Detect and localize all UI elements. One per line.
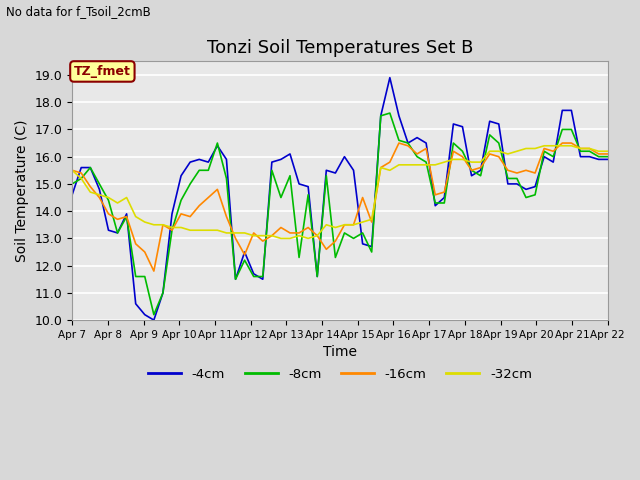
-16cm [150,268,157,274]
-32cm [540,143,548,149]
-8cm [259,274,267,279]
-4cm [422,140,430,146]
-8cm [422,159,430,165]
-32cm [277,236,285,241]
-32cm [604,148,612,154]
Line: -8cm: -8cm [72,113,608,315]
-16cm [232,236,239,241]
-4cm [259,276,267,282]
-16cm [68,168,76,173]
-32cm [241,230,248,236]
-32cm [413,162,421,168]
-16cm [604,151,612,157]
-32cm [223,230,230,236]
-8cm [232,276,239,282]
-32cm [159,222,167,228]
-32cm [68,168,76,173]
-16cm [250,230,257,236]
-4cm [68,192,76,198]
Line: -32cm: -32cm [72,146,608,239]
Line: -4cm: -4cm [72,78,608,320]
Text: TZ_fmet: TZ_fmet [74,65,131,78]
-4cm [250,271,257,276]
-8cm [250,274,257,279]
-8cm [604,154,612,159]
Y-axis label: Soil Temperature (C): Soil Temperature (C) [15,120,29,262]
-16cm [422,145,430,151]
Legend: -4cm, -8cm, -16cm, -32cm: -4cm, -8cm, -16cm, -32cm [143,362,538,386]
-4cm [214,143,221,149]
-4cm [232,276,239,282]
-16cm [395,140,403,146]
Text: No data for f_Tsoil_2cmB: No data for f_Tsoil_2cmB [6,5,151,18]
-32cm [204,228,212,233]
-8cm [168,228,176,233]
-8cm [214,140,221,146]
-16cm [214,186,221,192]
-16cm [259,238,267,244]
-16cm [168,228,176,233]
X-axis label: Time: Time [323,346,357,360]
-8cm [386,110,394,116]
Line: -16cm: -16cm [72,143,608,271]
-32cm [250,233,257,239]
Title: Tonzi Soil Temperatures Set B: Tonzi Soil Temperatures Set B [207,39,473,57]
-4cm [604,156,612,162]
-8cm [150,312,157,318]
-8cm [68,181,76,187]
-4cm [150,317,157,323]
-4cm [386,75,394,81]
-4cm [168,211,176,217]
